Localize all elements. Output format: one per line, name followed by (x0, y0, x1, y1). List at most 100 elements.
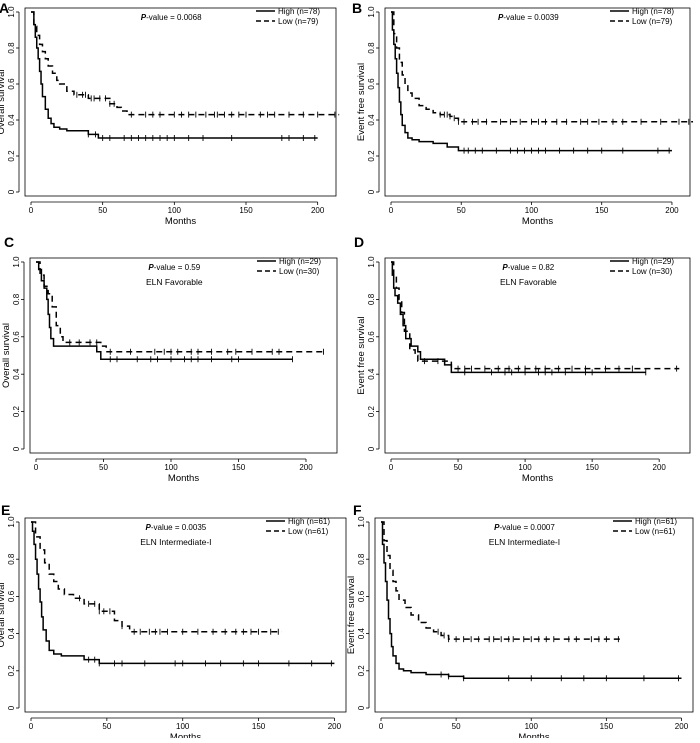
y-tick-label: 1.0 (367, 6, 376, 18)
p-value-text: -value = 0.59 (154, 263, 201, 272)
subgroup-label: ELN Intermediate-I (489, 537, 560, 547)
plot-box (374, 517, 694, 713)
x-tick-label: 100 (176, 722, 190, 731)
y-tick-label: 0.6 (12, 331, 21, 343)
x-tick-label: 200 (328, 722, 342, 731)
x-tick-label: 150 (600, 722, 614, 731)
x-tick-label: 150 (252, 722, 266, 731)
y-tick-label: 0.8 (12, 293, 21, 305)
y-tick-label: 0.4 (12, 368, 21, 380)
y-tick-label: 0.6 (7, 590, 16, 602)
legend-label-low: Low (n=61) (635, 527, 676, 536)
legend-label-high: High (n=29) (632, 257, 674, 266)
x-tick-label: 100 (164, 463, 178, 472)
y-tick-label: 0 (12, 446, 21, 451)
y-tick-label: 0.8 (367, 42, 376, 54)
y-tick-label: 1.0 (367, 256, 376, 268)
x-tick-label: 200 (299, 463, 313, 472)
x-tick-label: 150 (595, 206, 609, 215)
survival-curve-high (36, 261, 293, 360)
p-value-label: P-value = 0.82 (502, 263, 554, 272)
legend-label-high: High (n=78) (278, 7, 320, 16)
x-tick-label: 0 (379, 722, 384, 731)
y-tick-label: 0.2 (7, 150, 16, 162)
y-tick-label: 0.8 (7, 553, 16, 565)
legend-label-low: Low (n=61) (288, 527, 329, 536)
y-tick-label: 0.8 (7, 42, 16, 54)
p-value-text: -value = 0.0068 (146, 13, 202, 22)
survival-curve-high (31, 521, 335, 665)
x-tick-label: 0 (29, 722, 34, 731)
plot-box (29, 257, 338, 454)
y-tick-label: 0.6 (357, 590, 366, 602)
plot-box (24, 517, 347, 713)
x-tick-label: 150 (585, 463, 599, 472)
subgroup-label: ELN Favorable (500, 277, 557, 287)
p-value-symbol: P (148, 263, 154, 272)
x-tick-label: 100 (525, 206, 539, 215)
legend-label-high: High (n=29) (279, 257, 321, 266)
survival-curve-low (36, 261, 327, 353)
x-tick-label: 100 (525, 722, 539, 731)
legend-label-low: Low (n=30) (632, 267, 673, 276)
y-tick-label: 0.4 (357, 627, 366, 639)
panel-b: B 0 0.2 0.4 0.6 0.8 1.0 0 50 100 150 200 Months Event… (352, 0, 694, 227)
y-tick-label: 1.0 (357, 516, 366, 528)
x-axis-label: Months (165, 216, 196, 227)
y-tick-label: 1.0 (7, 516, 16, 528)
x-tick-label: 100 (168, 206, 182, 215)
y-tick-label: 0.8 (357, 553, 366, 565)
y-tick-label: 0.6 (367, 78, 376, 90)
x-tick-label: 50 (454, 463, 463, 472)
y-tick-label: 0 (367, 189, 376, 194)
panel-f: F 0 0.2 0.4 0.6 0.8 1.0 0 50 100 150 200 Months Event… (346, 502, 694, 743)
x-tick-label: 0 (29, 206, 34, 215)
x-tick-label: 200 (675, 722, 689, 731)
x-tick-label: 50 (102, 722, 111, 731)
x-tick-label: 200 (665, 206, 679, 215)
plot-box (24, 7, 337, 197)
x-axis-label: Months (522, 216, 553, 227)
p-value-symbol: P (494, 523, 500, 532)
x-tick-label: 50 (457, 206, 466, 215)
p-value-text: -value = 0.0007 (499, 523, 555, 532)
x-tick-label: 50 (452, 722, 461, 731)
y-tick-label: 0.2 (7, 665, 16, 677)
x-tick-label: 200 (653, 463, 667, 472)
survival-curve-low (391, 11, 694, 123)
survival-curve-high (391, 11, 672, 152)
panel-letter: F (353, 502, 362, 518)
y-tick-label: 0.2 (367, 405, 376, 417)
y-tick-label: 0.6 (7, 78, 16, 90)
x-axis-label: Months (170, 732, 201, 738)
y-axis-label: Event free survival (356, 63, 367, 141)
x-tick-label: 100 (518, 463, 532, 472)
p-value-label: P-value = 0.0035 (146, 523, 207, 532)
plot-box (384, 257, 691, 454)
x-tick-label: 0 (34, 463, 39, 472)
x-tick-label: 50 (99, 463, 108, 472)
p-value-symbol: P (498, 13, 504, 22)
panel-c: C 0 0.2 0.4 0.6 0.8 1.0 0 50 100 150 200 Months Overa… (1, 234, 338, 484)
y-tick-label: 0 (357, 705, 366, 710)
plot-box (384, 7, 691, 197)
p-value-symbol: P (141, 13, 147, 22)
y-axis-label: Overall survival (1, 323, 12, 388)
legend-label-low: Low (n=79) (632, 17, 673, 26)
p-value-label: P-value = 0.0007 (494, 523, 555, 532)
p-value-symbol: P (146, 523, 152, 532)
y-tick-label: 0.4 (367, 368, 376, 380)
x-axis-label: Months (518, 732, 549, 738)
y-tick-label: 1.0 (12, 256, 21, 268)
survival-curve-high (31, 11, 318, 139)
x-tick-label: 150 (239, 206, 253, 215)
panel-letter: A (0, 0, 9, 16)
y-tick-label: 0.4 (7, 114, 16, 126)
y-axis-label: Event free survival (346, 576, 357, 654)
y-tick-label: 0 (7, 189, 16, 194)
panel-e: E 0 0.2 0.4 0.6 0.8 1.0 0 50 100 150 200 Months Overa… (0, 502, 347, 743)
panel-d: D 0 0.2 0.4 0.6 0.8 1.0 0 50 100 150 200 Months Event… (354, 234, 691, 484)
survival-curve-high (391, 261, 646, 374)
